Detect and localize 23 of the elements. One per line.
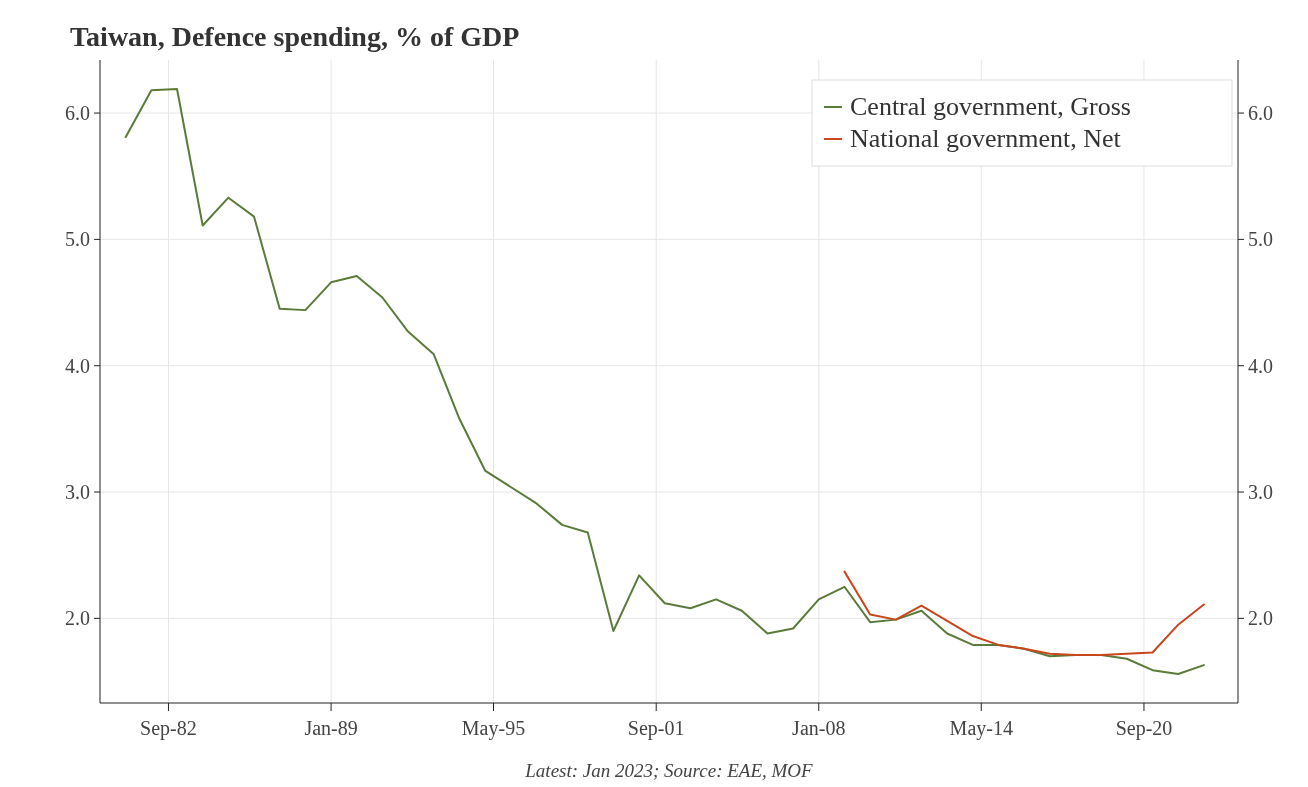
chart-title: Taiwan, Defence spending, % of GDP [70,21,520,52]
line-series [124,88,1205,675]
x-tick-label: Sep-01 [627,717,685,740]
line-series [843,570,1205,656]
x-tick-label: May-95 [461,717,526,740]
x-tick-label: Sep-82 [140,717,197,740]
x-tick-label: May-14 [949,717,1013,740]
legend-label: National government, Net [850,124,1122,153]
x-tick-label: Jan-89 [304,717,358,739]
x-tick-label: Sep-20 [1115,717,1173,740]
y-tick-label: 5.0 [65,228,90,251]
y-tick-label: 6.0 [65,102,90,125]
x-tick-label: Jan-08 [792,717,846,739]
y2-tick-label: 6.0 [1248,102,1273,125]
y2-tick-label: 2.0 [1248,607,1273,630]
legend-label: Central government, Gross [850,92,1131,121]
y2-tick-label: 5.0 [1248,228,1273,251]
y2-tick-label: 4.0 [1248,354,1273,377]
y-tick-label: 2.0 [65,607,90,630]
y2-tick-label: 3.0 [1248,481,1273,504]
y-tick-label: 4.0 [65,354,90,377]
y-tick-label: 3.0 [65,481,90,504]
text: Latest: Jan 2023; Source: EAE, MOF [524,760,814,781]
